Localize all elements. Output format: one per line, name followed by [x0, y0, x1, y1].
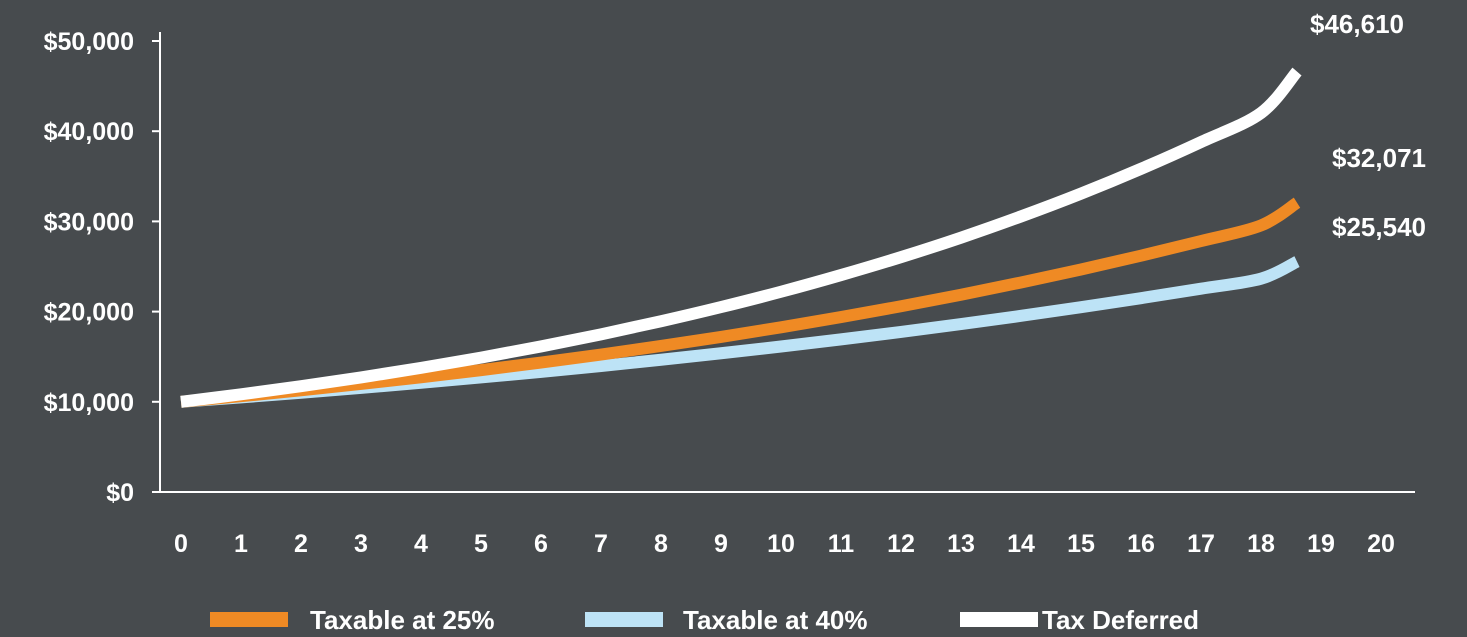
x-tick-label: 4 [414, 530, 428, 558]
x-tick-label: 9 [714, 530, 728, 558]
x-tick-label: 14 [1007, 530, 1035, 558]
y-tick-label: $40,000 [44, 118, 134, 146]
x-tick-label: 17 [1187, 530, 1215, 558]
x-tick-label: 8 [654, 530, 668, 558]
x-tick-label: 10 [767, 530, 795, 558]
x-tick-label: 15 [1067, 530, 1095, 558]
x-tick-label: 19 [1307, 530, 1335, 558]
x-tick-label: 12 [887, 530, 915, 558]
y-tick-label: $0 [106, 479, 134, 507]
x-tick-label: 18 [1247, 530, 1275, 558]
x-tick-label: 3 [354, 530, 368, 558]
end-value-label: $46,610 [1310, 9, 1404, 39]
x-tick-label: 2 [294, 530, 308, 558]
y-tick-label: $10,000 [44, 389, 134, 417]
series-line-taxable-at-25- [180, 197, 1301, 408]
x-tick-label: 13 [947, 530, 975, 558]
legend: Taxable at 25% Taxable at 40% Tax Deferred [210, 605, 1199, 635]
legend-swatch [585, 612, 663, 627]
x-tick-label: 20 [1367, 530, 1395, 558]
y-tick-label: $20,000 [44, 299, 134, 327]
legend-swatch [210, 612, 288, 627]
legend-label: Taxable at 40% [683, 605, 868, 635]
x-tick-label: 11 [828, 530, 855, 558]
x-tick-label: 5 [474, 530, 488, 558]
end-value-labels: $32,071 $25,540 $46,610 [1310, 9, 1426, 242]
legend-swatch [960, 612, 1038, 627]
x-axis-ticks: 0 1 2 3 4 5 6 7 8 9 10 11 12 13 14 15 16 17 18 19 20 [174, 530, 1395, 558]
x-tick-label: 7 [594, 530, 608, 558]
legend-label: Taxable at 25% [310, 605, 495, 635]
legend-label: Tax Deferred [1042, 605, 1199, 635]
end-value-label: $25,540 [1332, 212, 1426, 242]
y-axis-ticks: $0 $10,000 $20,000 $30,000 $40,000 $50,000 [44, 28, 160, 507]
series-lines [180, 67, 1302, 408]
y-tick-label: $50,000 [44, 28, 134, 56]
end-value-label: $32,071 [1332, 143, 1426, 173]
x-tick-label: 0 [174, 530, 188, 558]
y-tick-label: $30,000 [44, 208, 134, 236]
x-tick-label: 16 [1127, 530, 1155, 558]
x-tick-label: 1 [234, 530, 248, 558]
series-line-tax-deferred [180, 67, 1302, 408]
x-tick-label: 6 [534, 530, 548, 558]
